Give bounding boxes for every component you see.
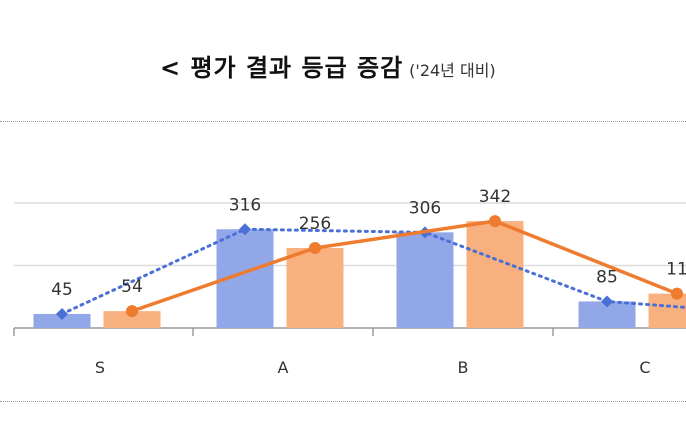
- data-label-series2-S: 54: [121, 277, 143, 297]
- marker-series2-B: [489, 215, 501, 228]
- data-label-series1-B: 306: [409, 198, 441, 218]
- bar-series2-A: [286, 248, 344, 328]
- x-tick-label-A: A: [278, 358, 289, 377]
- data-label-series1-S: 45: [51, 280, 73, 300]
- bar-series2-S: [103, 311, 161, 328]
- data-label-series2-A: 256: [299, 214, 331, 234]
- marker-series1-A: [239, 223, 251, 236]
- chart-title: < 평가 결과 등급 증감 ('24년 대비): [160, 48, 496, 83]
- bar-series2-C: [648, 293, 686, 328]
- chart-title-main: < 평가 결과 등급 증감: [160, 54, 404, 82]
- data-label-series2-B: 342: [479, 187, 511, 207]
- gridlines: [13, 202, 686, 336]
- chart-title-sub: ('24년 대비): [409, 61, 496, 80]
- x-tick-label-C: C: [639, 358, 650, 377]
- marker-series2-S: [126, 305, 138, 318]
- marker-series1-C: [601, 295, 613, 308]
- data-labels: 45 54 316 256 306 342 85 11: [51, 187, 686, 300]
- data-label-series1-C: 85: [596, 267, 618, 287]
- bottom-divider: [0, 401, 686, 402]
- marker-series1-S: [56, 307, 68, 320]
- bar-series1-B: [396, 232, 454, 328]
- marker-series2-C: [671, 287, 683, 300]
- line-series2: [131, 219, 678, 313]
- lines: [56, 215, 686, 320]
- bar-series2-B: [466, 221, 524, 328]
- x-tick-label-S: S: [95, 358, 105, 377]
- data-label-series1-A: 316: [229, 195, 261, 215]
- bar-series1-S: [33, 313, 91, 328]
- marker-series2-A: [309, 242, 321, 254]
- bars: [33, 221, 686, 328]
- top-divider: [0, 121, 686, 122]
- data-label-series2-C: 11: [666, 260, 686, 280]
- line-series1: [60, 227, 686, 316]
- x-tick-label-B: B: [458, 358, 469, 377]
